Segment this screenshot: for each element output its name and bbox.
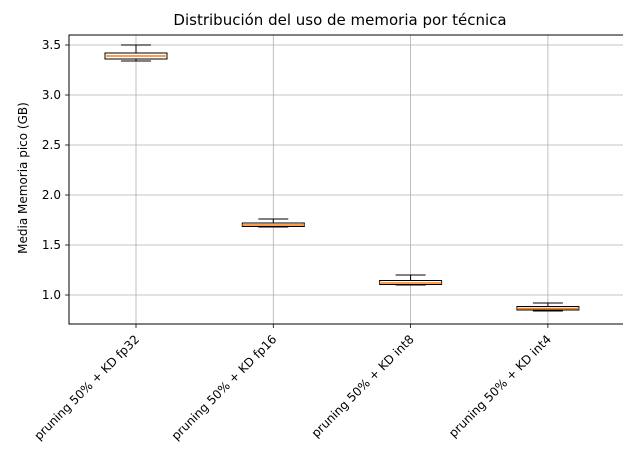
y-tick-label: 2.5	[42, 138, 61, 152]
y-axis-ticks: 1.0 1.5 2.0 2.5 3.0 3.5	[42, 38, 69, 302]
chart-title: Distribución del uso de memoria por técn…	[173, 11, 506, 29]
grid-lines	[69, 35, 623, 324]
box-plots	[104, 44, 580, 312]
x-tick-label: pruning 50% + KD fp16	[169, 332, 280, 443]
x-axis-ticks: pruning 50% + KD fp32 pruning 50% + KD fp…	[31, 324, 554, 443]
plot-frame	[68, 34, 623, 325]
box-plot	[516, 302, 580, 312]
x-tick-label: pruning 50% + KD fp32	[31, 332, 142, 443]
box-plot	[379, 274, 443, 286]
y-tick-label: 1.5	[42, 238, 61, 252]
y-axis-label: Media Memoria pico (GB)	[16, 102, 30, 254]
box-plot	[241, 218, 305, 228]
y-tick-label: 3.5	[42, 38, 61, 52]
y-tick-label: 1.0	[42, 288, 61, 302]
x-tick-label: pruning 50% + KD int8	[309, 332, 417, 440]
x-tick-label: pruning 50% + KD int4	[446, 332, 554, 440]
y-tick-label: 2.0	[42, 188, 61, 202]
box-plot	[104, 44, 168, 62]
y-tick-label: 3.0	[42, 88, 61, 102]
